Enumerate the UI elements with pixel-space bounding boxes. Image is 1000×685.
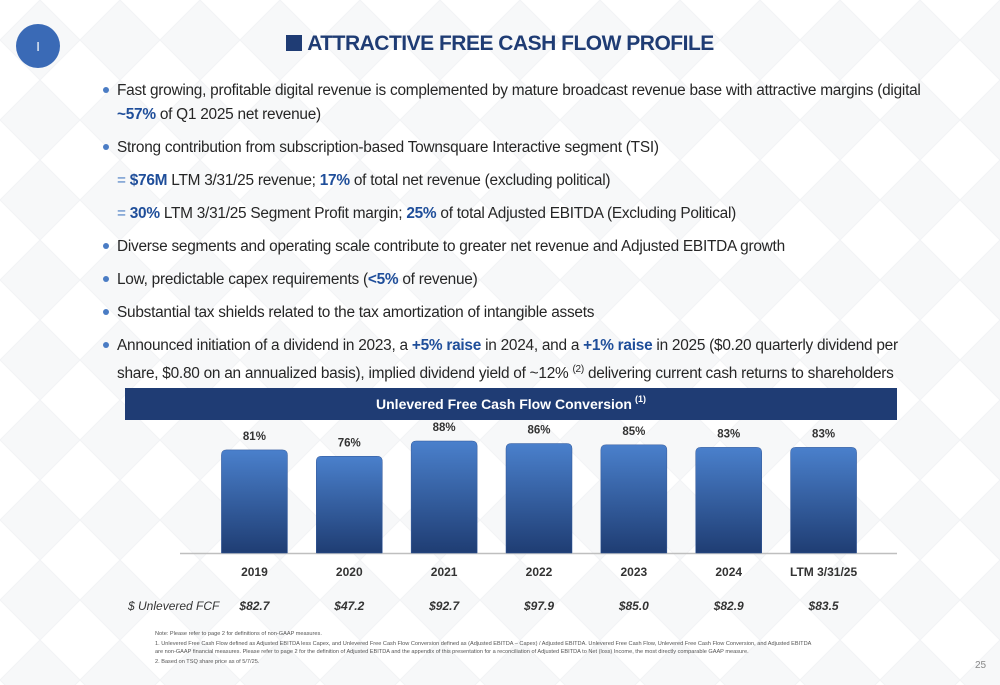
text-run: Fast growing, profitable digital revenue… [117,82,921,99]
text-run: 17% [319,172,350,189]
value-label: 81% [243,431,266,443]
text-run: LTM 3/31/25 Segment Profit margin; [159,205,407,222]
chart-title-note: (1) [635,394,646,404]
x-tick-label: 2020 [336,565,363,579]
sub-marker: = [117,205,126,222]
value-label: 76% [338,437,361,449]
value-label: 83% [717,428,740,440]
value-label: 86% [527,425,550,437]
fcf-row-label: $ Unlevered FCF [127,599,220,613]
fcf-value: $82.9 [713,599,744,613]
x-tick-label: LTM 3/31/25 [790,565,857,579]
text-run: in 2024, and a [481,337,584,354]
footnote: Note: Please refer to page 2 for definit… [155,631,322,637]
text-run: Diverse segments and operating scale con… [117,238,785,255]
section-badge: I [16,24,60,68]
bar [600,444,668,554]
slide-title: ATTRACTIVE FREE CASH FLOW PROFILE [0,32,1000,56]
bullet: Substantial tax shields related to the t… [100,301,940,325]
text-run: $76M [129,172,168,189]
text-run: of total net revenue (excluding politica… [349,172,611,189]
footnote: 2. Based on TSQ share price as of 5/7/25… [155,658,260,665]
text-run: +5% raise [411,337,482,354]
bar [790,447,857,554]
chart-title-text: Unlevered Free Cash Flow Conversion [376,396,632,412]
x-tick-label: 2019 [241,565,268,579]
bullet: Fast growing, profitable digital revenue… [100,79,940,127]
text-run: Low, predictable capex requirements ( [117,271,368,288]
value-label: 88% [433,422,456,434]
fcf-value: $97.9 [523,599,554,613]
chart-title: Unlevered Free Cash Flow Conversion (1) [376,394,646,411]
fcf-value: $82.7 [238,599,270,613]
text-run: 25% [406,205,437,222]
text-run: of Q1 2025 net revenue) [155,106,321,123]
bar [316,456,383,554]
bar [410,440,478,554]
text-run: ~57% [117,106,156,123]
value-label: 85% [622,426,645,438]
x-tick-label: 2024 [715,565,742,579]
sub-bullet: = $76M LTM 3/31/25 revenue; 17% of total … [100,169,940,193]
bullet: Low, predictable capex requirements (<5%… [100,268,940,292]
text-run: delivering current cash returns to share… [583,365,894,382]
bar [221,449,288,554]
text-run: of total Adjusted EBITDA (Excluding Poli… [436,205,737,222]
bullet-list: Fast growing, profitable digital revenue… [100,79,940,395]
fcf-value: $47.2 [333,599,364,613]
title-text: ATTRACTIVE FREE CASH FLOW PROFILE [307,32,714,55]
text-run: <5% [367,271,399,288]
x-tick-label: 2022 [526,565,553,579]
page-number: 25 [975,660,987,671]
bar [695,447,762,554]
text-run: Strong contribution from subscription-ba… [117,139,659,156]
bullet: Announced initiation of a dividend in 20… [100,334,940,386]
value-label: 83% [812,428,835,440]
text-run: of revenue) [398,271,478,288]
text-run: 30% [129,205,160,222]
text-run: (2) [572,364,584,375]
fcf-value: $92.7 [428,599,460,613]
text-run: Substantial tax shields related to the t… [117,304,595,321]
sub-bullet: = 30% LTM 3/31/25 Segment Profit margin; … [100,202,940,226]
sub-marker: = [117,172,126,189]
footnotes: Note: Please refer to page 2 for definit… [155,630,815,667]
text-run: Announced initiation of a dividend in 20… [117,337,412,354]
text-run: +1% raise [583,337,653,354]
bar [505,443,573,554]
footnote: 1. Unlevered Free Cash Flow defined as A… [155,640,812,656]
x-tick-label: 2023 [621,565,648,579]
bullet: Strong contribution from subscription-ba… [100,136,940,160]
chart-header [125,388,897,420]
text-run: in 2025 ($0.20 quarterly dividend per sh… [117,337,898,382]
fcf-value: $83.5 [808,599,839,613]
bullet: Diverse segments and operating scale con… [100,235,940,259]
x-tick-label: 2021 [431,565,458,579]
text-run: LTM 3/31/25 revenue; [167,172,320,189]
fcf-value: $85.0 [618,599,649,613]
